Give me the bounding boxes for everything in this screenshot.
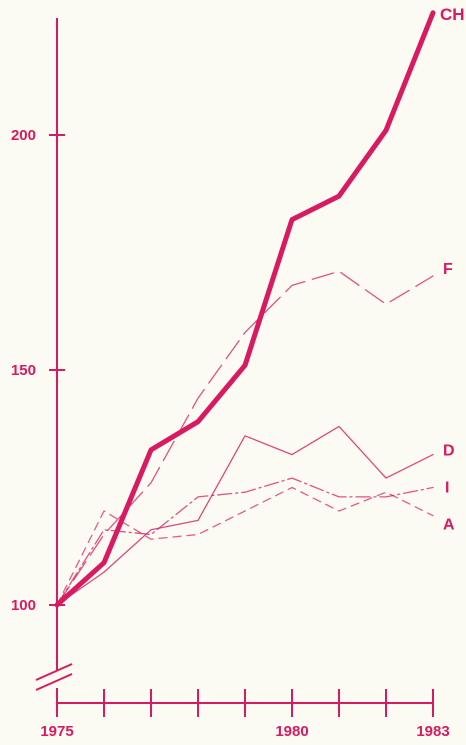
series-line-a: [56, 486, 434, 606]
x-tick-label: 1980: [275, 723, 308, 740]
series-label-d: D: [443, 443, 455, 460]
series-label-f: F: [443, 261, 453, 278]
y-tick-label: 150: [11, 362, 36, 379]
series-label-ch: CH: [440, 5, 465, 24]
series-line-ch: [54, 10, 436, 608]
axis-break-mark: [35, 663, 73, 681]
axis-break-mark: [35, 673, 73, 691]
y-tick-label: 100: [11, 597, 36, 614]
series-label-a: A: [443, 517, 455, 534]
x-tick-label: 1983: [416, 723, 449, 740]
x-tick-label: 1975: [40, 723, 73, 740]
y-tick-label: 200: [11, 127, 36, 144]
series-line-f: [56, 270, 434, 606]
series-label-i: I: [445, 480, 449, 497]
series-line-d: [56, 425, 434, 606]
